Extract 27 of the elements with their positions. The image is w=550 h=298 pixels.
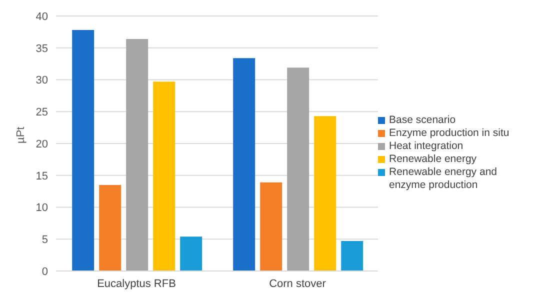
legend-label: Enzyme production in situ [389, 127, 510, 140]
bar [260, 182, 282, 271]
bar [180, 236, 202, 271]
y-tick-label: 0 [42, 266, 48, 278]
bar [72, 30, 94, 271]
y-tick-label: 5 [42, 234, 48, 246]
y-tick-label: 30 [36, 74, 48, 87]
y-tick-label: 25 [36, 106, 48, 119]
legend-label: Renewable energy and enzyme production [389, 166, 498, 192]
bar [287, 68, 310, 271]
bar [233, 58, 256, 271]
legend-label: Heat integration [389, 140, 464, 153]
y-tick-label: 20 [36, 138, 48, 150]
y-tick-label: 35 [36, 42, 48, 55]
bar [99, 184, 122, 271]
y-tick-label: 10 [36, 202, 48, 214]
legend-label: Base scenario [389, 114, 457, 127]
bar [153, 82, 176, 271]
y-axis-title: µPt [14, 126, 27, 144]
x-tick-label: Eucalyptus RFB [97, 278, 176, 290]
y-tick-label: 15 [36, 170, 48, 182]
x-tick-label: Corn stover [269, 278, 326, 290]
y-tick-label: 40 [36, 10, 48, 23]
bar [126, 38, 148, 271]
legend-label: Renewable energy [389, 153, 478, 166]
bar [314, 116, 336, 271]
bar [341, 241, 364, 271]
